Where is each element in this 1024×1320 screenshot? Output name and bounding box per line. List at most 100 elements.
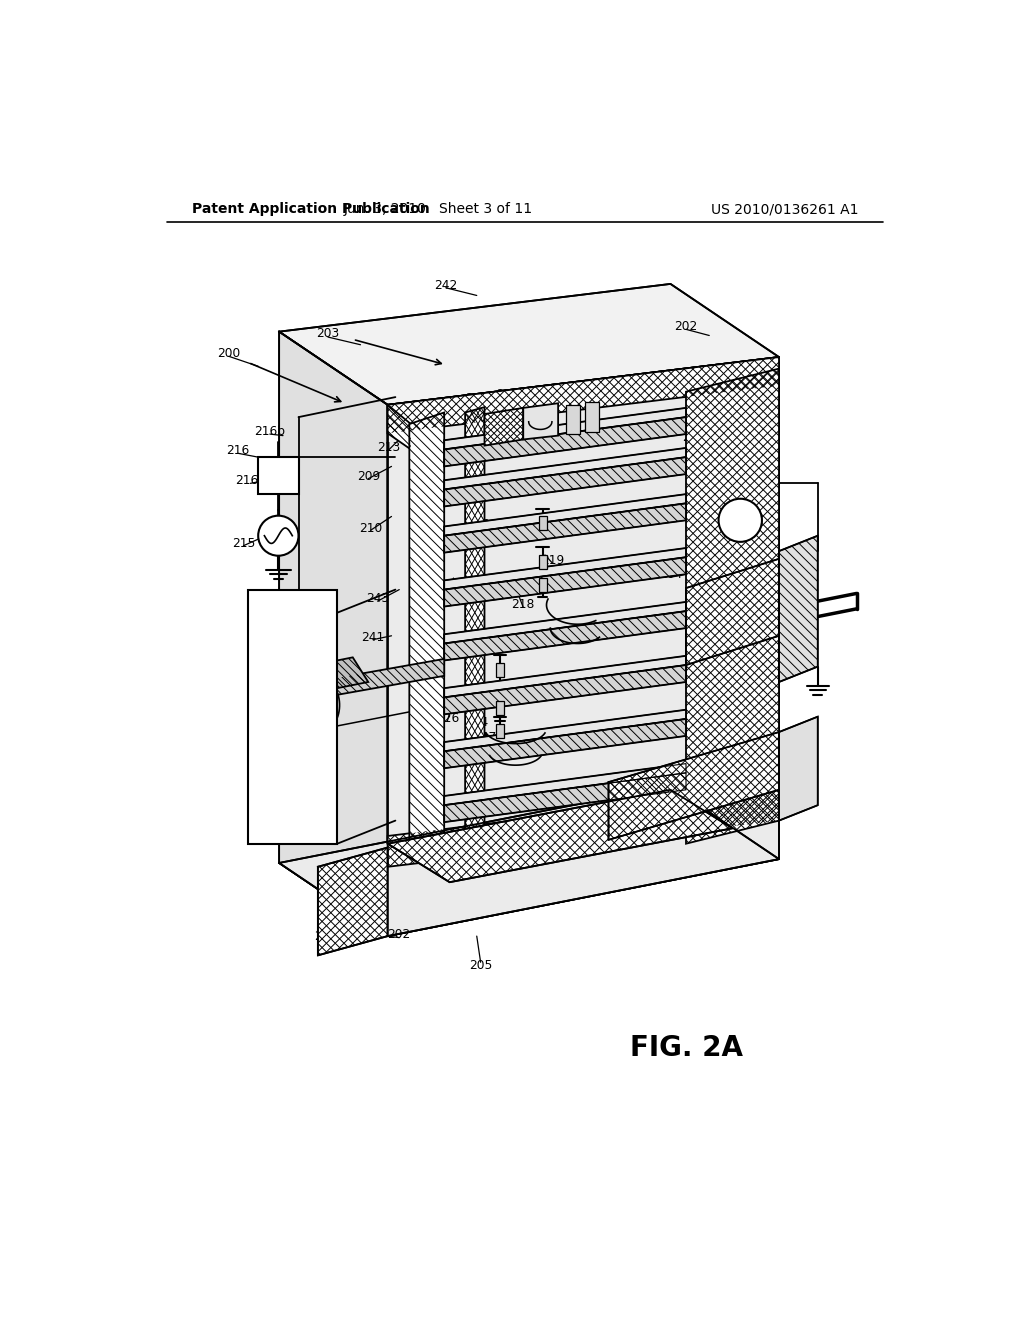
Polygon shape (388, 788, 779, 867)
Polygon shape (314, 659, 444, 700)
Polygon shape (388, 358, 779, 433)
Bar (258, 457, 299, 494)
Polygon shape (608, 733, 779, 840)
Text: 212: 212 (269, 660, 292, 673)
Text: 214: 214 (283, 828, 306, 841)
Polygon shape (388, 358, 779, 433)
Polygon shape (465, 407, 484, 837)
Text: 216a: 216a (236, 474, 266, 487)
Polygon shape (444, 719, 686, 768)
Polygon shape (444, 548, 686, 590)
Text: 204: 204 (658, 568, 682, 581)
Text: 201: 201 (682, 430, 706, 444)
Polygon shape (444, 457, 686, 507)
Polygon shape (444, 710, 686, 751)
Polygon shape (388, 789, 732, 882)
Polygon shape (484, 408, 523, 446)
Text: 221: 221 (675, 777, 697, 791)
Polygon shape (444, 665, 686, 714)
Text: 226: 226 (435, 713, 459, 726)
Text: 215: 215 (231, 537, 255, 550)
Polygon shape (444, 774, 686, 822)
Polygon shape (465, 407, 484, 837)
Text: 242: 242 (434, 279, 458, 292)
Polygon shape (444, 503, 686, 553)
Polygon shape (388, 358, 779, 936)
Polygon shape (779, 717, 818, 821)
Polygon shape (280, 284, 779, 405)
Polygon shape (484, 408, 523, 446)
Polygon shape (444, 763, 686, 805)
Polygon shape (317, 847, 388, 956)
Polygon shape (317, 847, 388, 956)
Text: 223: 223 (496, 388, 519, 401)
Polygon shape (306, 657, 369, 692)
Bar (586, 403, 599, 432)
Polygon shape (388, 789, 732, 882)
Text: US 2010/0136261 A1: US 2010/0136261 A1 (711, 202, 858, 216)
Text: 203: 203 (316, 327, 340, 341)
Polygon shape (444, 774, 686, 822)
Text: 207: 207 (314, 929, 337, 942)
Text: 202: 202 (388, 928, 411, 941)
Polygon shape (686, 368, 779, 843)
Text: 210: 210 (359, 521, 382, 535)
Polygon shape (410, 412, 444, 849)
Polygon shape (388, 405, 411, 449)
Polygon shape (484, 408, 523, 446)
Polygon shape (444, 417, 686, 466)
Text: 225: 225 (489, 690, 513, 704)
Polygon shape (444, 611, 686, 660)
Polygon shape (779, 536, 818, 682)
Text: 202: 202 (675, 319, 697, 333)
Text: 220: 220 (757, 520, 779, 533)
Polygon shape (444, 665, 686, 714)
Polygon shape (444, 557, 686, 607)
Bar (566, 405, 580, 434)
Text: 243: 243 (366, 593, 389, 606)
Polygon shape (388, 405, 411, 449)
Text: 206: 206 (439, 579, 463, 593)
Text: 205: 205 (469, 958, 493, 972)
Polygon shape (465, 407, 484, 837)
Text: 200: 200 (217, 347, 241, 360)
Text: 208: 208 (282, 718, 305, 731)
Polygon shape (280, 785, 779, 936)
Text: 229: 229 (566, 384, 590, 397)
Polygon shape (444, 602, 686, 644)
Polygon shape (388, 788, 779, 867)
Text: V: V (733, 511, 748, 529)
Polygon shape (444, 408, 686, 449)
Polygon shape (388, 789, 732, 882)
Text: 216b: 216b (254, 425, 286, 438)
Bar (248, 590, 337, 843)
Text: 230: 230 (467, 517, 489, 531)
Bar (496, 663, 504, 677)
Polygon shape (686, 368, 779, 843)
Polygon shape (686, 558, 779, 665)
Text: 222: 222 (465, 392, 488, 405)
Polygon shape (444, 447, 686, 490)
Text: 216: 216 (226, 445, 250, 458)
Circle shape (258, 516, 299, 556)
Text: 224: 224 (465, 715, 488, 729)
Text: FIG. 2A: FIG. 2A (630, 1034, 742, 1061)
Polygon shape (523, 404, 558, 440)
Polygon shape (388, 358, 779, 433)
Bar (539, 578, 547, 591)
Polygon shape (280, 331, 388, 936)
Text: Jun. 3, 2010   Sheet 3 of 11: Jun. 3, 2010 Sheet 3 of 11 (343, 202, 532, 216)
Bar (539, 554, 547, 569)
Polygon shape (306, 657, 369, 692)
Polygon shape (444, 417, 686, 466)
Polygon shape (608, 733, 779, 840)
Text: 217: 217 (535, 521, 558, 535)
Bar (539, 516, 547, 531)
Text: 213: 213 (378, 441, 400, 454)
Text: 228: 228 (544, 387, 567, 400)
Polygon shape (686, 368, 779, 843)
Polygon shape (444, 557, 686, 607)
Polygon shape (686, 558, 779, 665)
Polygon shape (444, 656, 686, 697)
Polygon shape (444, 503, 686, 553)
